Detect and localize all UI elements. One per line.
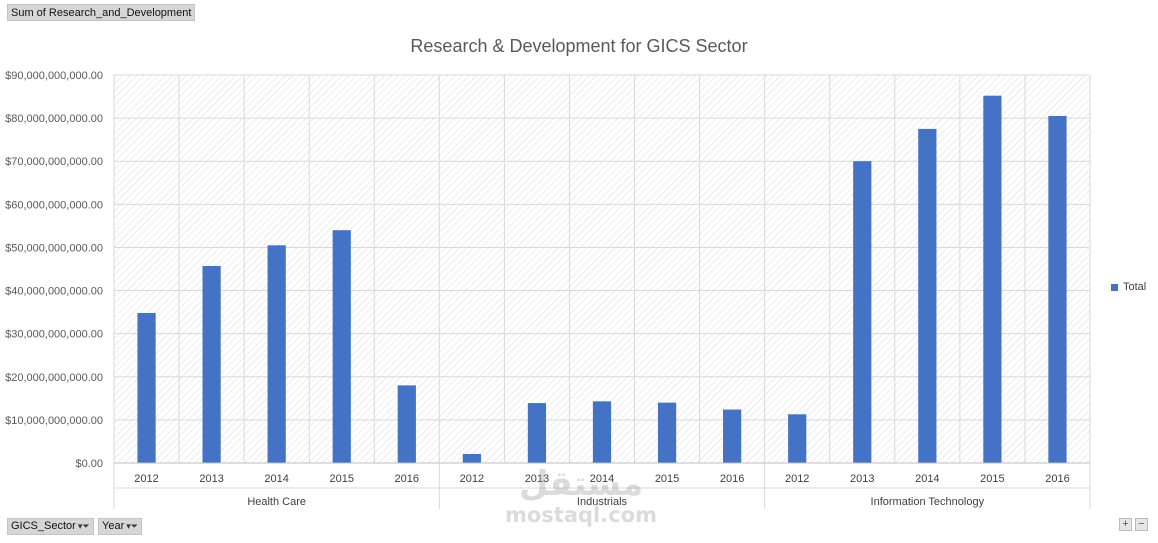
legend-swatch <box>1111 283 1118 291</box>
y-tick-label: $0.00 <box>75 458 103 470</box>
y-tick-label: $20,000,000,000.00 <box>5 372 103 384</box>
bar[interactable] <box>918 128 937 463</box>
x-tick-label: 2014 <box>264 473 288 485</box>
y-tick-label: $80,000,000,000.00 <box>5 113 103 125</box>
x-tick-label: 2014 <box>590 473 614 485</box>
bar[interactable] <box>723 409 742 463</box>
x-tick-label: 2016 <box>720 473 744 485</box>
x-tick-label: 2013 <box>199 473 223 485</box>
zoom-out-button[interactable]: − <box>1135 518 1148 531</box>
value-field-button[interactable]: Sum of Research_and_Development <box>7 4 196 21</box>
x-tick-label: 2012 <box>460 473 484 485</box>
y-tick-label: $70,000,000,000.00 <box>5 156 103 168</box>
legend: Total <box>1111 281 1146 293</box>
bar[interactable] <box>137 312 156 463</box>
x-tick-label: 2012 <box>785 473 809 485</box>
y-tick-label: $50,000,000,000.00 <box>5 242 103 254</box>
bar[interactable] <box>1048 115 1067 463</box>
x-tick-label: 2016 <box>1045 473 1069 485</box>
bar[interactable] <box>332 230 351 463</box>
x-tick-label: 2016 <box>395 473 419 485</box>
filter-icon: ▾⏷ <box>126 521 138 531</box>
x-tick-label: 2013 <box>525 473 549 485</box>
y-tick-label: $90,000,000,000.00 <box>5 70 103 82</box>
x-tick-label: 2015 <box>655 473 679 485</box>
year-filter-button[interactable]: Year ▾⏷ <box>98 518 142 535</box>
x-tick-label: 2012 <box>134 473 158 485</box>
y-tick-label: $40,000,000,000.00 <box>5 286 103 298</box>
group-label: Industrials <box>577 496 628 508</box>
zoom-in-button[interactable]: + <box>1119 518 1132 531</box>
bar[interactable] <box>592 401 612 463</box>
bar[interactable] <box>202 265 221 463</box>
gics-sector-filter-button[interactable]: GICS_Sector ▾⏷ <box>7 518 94 535</box>
gics-sector-filter-label: GICS_Sector <box>11 520 76 532</box>
y-tick-label: $30,000,000,000.00 <box>5 329 103 341</box>
group-label: Health Care <box>247 496 306 508</box>
x-tick-label: 2015 <box>329 473 353 485</box>
x-tick-label: 2015 <box>980 473 1004 485</box>
bar[interactable] <box>462 453 481 463</box>
bar[interactable] <box>397 385 416 463</box>
bar[interactable] <box>788 414 807 463</box>
y-tick-label: $60,000,000,000.00 <box>5 199 103 211</box>
group-label: Information Technology <box>871 496 985 508</box>
filter-icon: ▾⏷ <box>77 521 90 531</box>
year-filter-label: Year <box>102 520 125 532</box>
bar[interactable] <box>983 95 1002 464</box>
x-tick-label: 2013 <box>850 473 874 485</box>
bar[interactable] <box>853 161 872 463</box>
y-tick-label: $10,000,000,000.00 <box>5 415 103 427</box>
bar[interactable] <box>267 245 286 463</box>
bar[interactable] <box>657 402 677 463</box>
legend-label: Total <box>1123 281 1147 293</box>
x-tick-label: 2014 <box>915 473 939 485</box>
bar[interactable] <box>527 403 547 463</box>
chart-title: Research & Development for GICS Sector <box>410 36 747 56</box>
